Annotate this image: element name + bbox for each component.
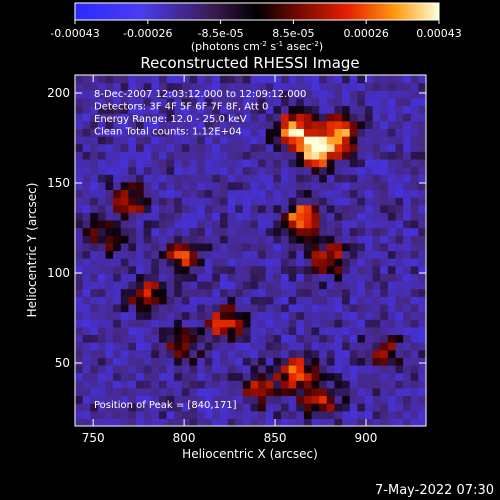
chart-title: Reconstructed RHESSI Image [140, 54, 359, 72]
annotation-block: 8-Dec-2007 12:03:12.000 to 12:09:12.000 D… [94, 89, 306, 138]
footer-timestamp: 7-May-2022 07:30 [375, 483, 494, 498]
colorbar-label: (photons cm-2 s-1 asec-2) [191, 40, 323, 53]
plot-frame [74, 74, 427, 427]
colorbar-tick-label: -0.00043 [50, 27, 99, 40]
y-tick-label: 200 [47, 86, 70, 100]
annotation-line: Energy Range: 12.0 - 25.0 keV [94, 114, 247, 125]
heatmap-image [75, 75, 426, 426]
axes: 750 800 850 900 50 100 150 200 [47, 75, 426, 445]
annotation-line: Detectors: 3F 4F 5F 6F 7F 8F, Att 0 [94, 102, 268, 113]
x-axis-label: Heliocentric X (arcsec) [182, 447, 318, 461]
y-axis-label: Heliocentric Y (arcsec) [25, 183, 39, 318]
colorbar-tick-label: 0.00043 [416, 27, 462, 40]
colorbar-tick-label: -0.00026 [123, 27, 172, 40]
x-tick-label: 850 [264, 431, 287, 445]
x-tick-label: 900 [355, 431, 378, 445]
peak-position-text: Position of Peak = [840,171] [94, 400, 237, 411]
colorbar-tick-label: 0.00026 [343, 27, 389, 40]
colorbar-tick-label: -8.5e-05 [197, 27, 243, 40]
x-tick-label: 750 [82, 431, 105, 445]
colorbar-tick-label: 8.5e-05 [272, 27, 314, 40]
colorbar-ticks: -0.00043 -0.00026 -8.5e-05 8.5e-05 0.00026 0.… [50, 20, 462, 40]
y-tick-label: 150 [47, 176, 70, 190]
colorbar [74, 2, 440, 21]
annotation-line: 8-Dec-2007 12:03:12.000 to 12:09:12.000 [94, 89, 306, 100]
x-tick-label: 800 [173, 431, 196, 445]
annotation-line: Clean Total counts: 1.12E+04 [94, 127, 242, 138]
y-tick-label: 50 [55, 356, 70, 370]
y-tick-label: 100 [47, 266, 70, 280]
